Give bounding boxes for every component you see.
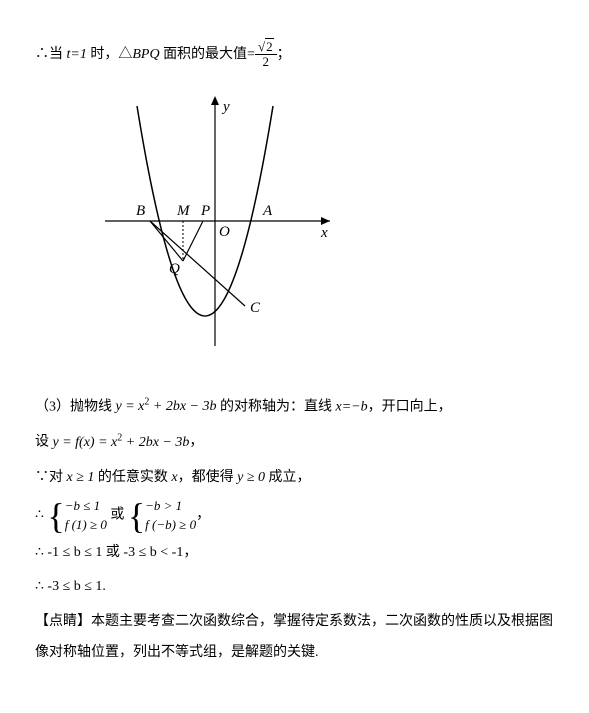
line-7: ∴ -1 ≤ b ≤ 1 或 -3 ≤ b < -1， <box>35 538 554 569</box>
equation: y = x2 + 2bx − 3b <box>116 399 217 414</box>
line-5: ∵对 x ≥ 1 的任意实数 x，都使得 y ≥ 0 成立， <box>35 463 554 494</box>
line-8: ∴ -3 ≤ b ≤ 1. <box>35 572 554 603</box>
axis: x=−b <box>335 399 367 414</box>
svg-text:P: P <box>200 203 210 219</box>
frac-num: 2 <box>265 38 274 54</box>
line-6: ∴ { −b ≤ 1 f (1) ≥ 0 或 { −b > 1 f (−b) ≥… <box>35 497 554 533</box>
parabola-figure: y x O A B MP Q C <box>95 91 554 364</box>
svg-text:B: B <box>136 203 145 219</box>
svg-text:C: C <box>250 300 261 316</box>
line-1: ∴当 t=1 时，△BPQ 面积的最大值=22； <box>35 40 554 71</box>
text: ∵对 <box>35 470 67 485</box>
svg-text:y: y <box>221 99 230 115</box>
or-text: 或 <box>110 508 128 523</box>
brace-icon: { <box>128 498 145 534</box>
line-3: （3）抛物线 y = x2 + 2bx − 3b 的对称轴为：直线 x=−b，开… <box>35 392 554 423</box>
figure-svg: y x O A B MP Q C <box>95 91 335 351</box>
frac-den: 2 <box>255 55 277 69</box>
case1-bot: f (1) ≥ 0 <box>65 516 107 534</box>
text: ； <box>277 47 291 62</box>
text: 成立， <box>265 470 311 485</box>
cond: x ≥ 1 <box>67 470 95 485</box>
fraction: 22 <box>255 40 277 70</box>
text: 面积的最大值= <box>160 47 255 62</box>
svg-text:O: O <box>219 224 230 240</box>
svg-text:Q: Q <box>169 261 180 277</box>
line-9: 【点睛】本题主要考查二次函数综合，掌握待定系数法，二次函数的性质以及根据图像对称… <box>35 607 554 669</box>
text: （3）抛物线 <box>35 399 116 414</box>
brace-icon: { <box>47 498 64 534</box>
text: 的对称轴为：直线 <box>216 399 335 414</box>
svg-text:x: x <box>320 225 328 241</box>
svg-text:M: M <box>176 203 191 219</box>
y: y ≥ 0 <box>237 470 265 485</box>
line-4: 设 y = f(x) = x2 + 2bx − 3b， <box>35 427 554 458</box>
math: t=1 <box>67 47 87 62</box>
text: ，都使得 <box>178 470 238 485</box>
case-2: { −b > 1 f (−b) ≥ 0 <box>128 497 196 533</box>
case2-bot: f (−b) ≥ 0 <box>145 516 196 534</box>
text: 设 <box>35 435 53 450</box>
case1-top: −b ≤ 1 <box>65 497 107 515</box>
triangle-name: BPQ <box>132 47 159 62</box>
case-1: { −b ≤ 1 f (1) ≥ 0 <box>47 497 106 533</box>
case2-top: −b > 1 <box>145 497 196 515</box>
text: ，开口向上， <box>368 399 452 414</box>
text: 时，△ <box>87 47 133 62</box>
equation: y = f(x) = x2 + 2bx − 3b <box>53 435 190 450</box>
svg-text:A: A <box>262 203 273 219</box>
text: ， <box>189 435 203 450</box>
text: 的任意实数 <box>94 470 171 485</box>
text: ， <box>196 508 210 523</box>
text: ∴ <box>35 508 44 523</box>
text: ∴当 <box>35 47 67 62</box>
